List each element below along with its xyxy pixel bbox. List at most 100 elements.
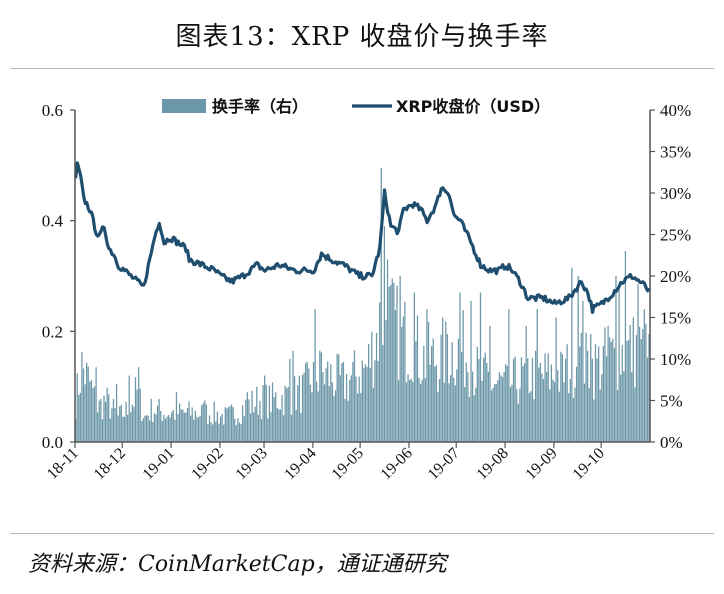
- turnover-bar: [380, 168, 382, 442]
- turnover-bar: [95, 367, 97, 442]
- turnover-bar: [408, 380, 411, 442]
- turnover-bar: [109, 418, 111, 442]
- turnover-bar: [621, 344, 623, 442]
- turnover-bar: [588, 387, 590, 442]
- turnover-bar: [303, 372, 305, 442]
- turnover-bar: [435, 365, 438, 442]
- turnover-bar: [638, 326, 641, 442]
- turnover-bar: [553, 381, 556, 442]
- turnover-bar: [523, 363, 526, 442]
- turnover-bar: [123, 416, 126, 442]
- turnover-bar: [278, 409, 280, 442]
- turnover-bar: [364, 364, 367, 442]
- turnover-bar: [197, 417, 200, 442]
- turnover-bar: [306, 361, 308, 442]
- turnover-bar: [448, 383, 450, 442]
- turnover-bar: [583, 383, 586, 442]
- turnover-bar: [519, 388, 521, 442]
- turnover-bar: [374, 360, 376, 442]
- turnover-bar: [535, 350, 537, 442]
- turnover-bar: [224, 407, 226, 442]
- x-tick-label: 19-08: [473, 445, 511, 483]
- turnover-bar: [635, 335, 638, 442]
- turnover-bar: [316, 381, 318, 442]
- turnover-bar: [560, 351, 562, 442]
- turnover-bar: [484, 352, 486, 442]
- turnover-bar: [328, 386, 330, 442]
- turnover-bar: [356, 393, 359, 442]
- turnover-bar: [388, 286, 390, 442]
- turnover-bar: [138, 367, 140, 442]
- turnover-bar: [561, 354, 564, 442]
- turnover-bar: [501, 376, 504, 442]
- turnover-bar: [574, 387, 576, 442]
- turnover-bar: [495, 384, 497, 442]
- turnover-bar: [161, 420, 163, 442]
- turnover-bar: [421, 379, 423, 442]
- turnover-bar: [399, 276, 401, 442]
- turnover-bar: [167, 414, 170, 442]
- turnover-bar: [103, 395, 105, 442]
- turnover-bar: [531, 357, 534, 442]
- turnover-bar: [552, 379, 554, 442]
- turnover-bar: [610, 341, 612, 442]
- turnover-bar: [166, 416, 168, 442]
- turnover-bar: [564, 358, 567, 442]
- turnover-bar: [342, 362, 345, 442]
- turnover-bar: [350, 375, 352, 442]
- turnover-bar: [555, 317, 557, 442]
- left-tick-label: 0.6: [42, 101, 63, 120]
- turnover-bar: [464, 387, 466, 442]
- turnover-bar: [199, 415, 201, 442]
- turnover-bar: [382, 345, 384, 442]
- turnover-bar: [298, 375, 300, 442]
- turnover-bar: [268, 385, 271, 442]
- turnover-bar: [260, 419, 263, 442]
- turnover-bar: [120, 404, 122, 442]
- turnover-bar: [160, 410, 162, 442]
- turnover-bar: [246, 392, 248, 442]
- turnover-bar: [240, 424, 242, 442]
- turnover-bar: [334, 390, 337, 442]
- turnover-bar: [183, 412, 185, 442]
- turnover-bar: [141, 420, 143, 442]
- turnover-bar: [275, 392, 277, 442]
- turnover-bar: [300, 413, 302, 442]
- turnover-bar: [265, 384, 267, 442]
- turnover-bar: [282, 415, 285, 442]
- turnover-bar: [232, 407, 234, 442]
- turnover-bar: [569, 378, 571, 442]
- turnover-bar: [297, 385, 299, 442]
- xrp-price-line: [74, 161, 651, 314]
- turnover-bar: [397, 380, 400, 442]
- turnover-bar: [590, 334, 592, 442]
- turnover-bar: [371, 332, 373, 442]
- turnover-bar: [205, 404, 208, 442]
- turnover-bar: [505, 363, 507, 442]
- turnover-bar: [92, 387, 94, 442]
- turnover-bar: [572, 398, 575, 442]
- turnover-bar: [122, 416, 124, 442]
- turnover-bar: [446, 334, 449, 442]
- turnover-bar: [90, 380, 93, 442]
- legend-price-label: XRP收盘价（USD）: [396, 97, 550, 116]
- turnover-bar: [344, 398, 346, 442]
- turnover-bar: [188, 401, 190, 442]
- turnover-bar: [145, 415, 148, 442]
- turnover-bar: [190, 415, 192, 442]
- turnover-bar: [276, 407, 278, 442]
- turnover-bar: [563, 382, 565, 442]
- turnover-bar: [339, 375, 341, 442]
- turnover-bar: [429, 364, 431, 442]
- turnover-bar: [286, 388, 288, 442]
- turnover-bar: [489, 325, 491, 442]
- turnover-bar: [368, 343, 370, 442]
- turnover-bar: [226, 408, 228, 442]
- turnover-bar: [177, 414, 179, 442]
- turnover-bar: [193, 419, 195, 442]
- turnover-bar: [390, 284, 392, 442]
- turnover-bar: [185, 412, 187, 442]
- turnover-bar: [223, 424, 225, 442]
- turnover-bar: [443, 382, 445, 442]
- left-tick-label: 0.2: [42, 322, 63, 341]
